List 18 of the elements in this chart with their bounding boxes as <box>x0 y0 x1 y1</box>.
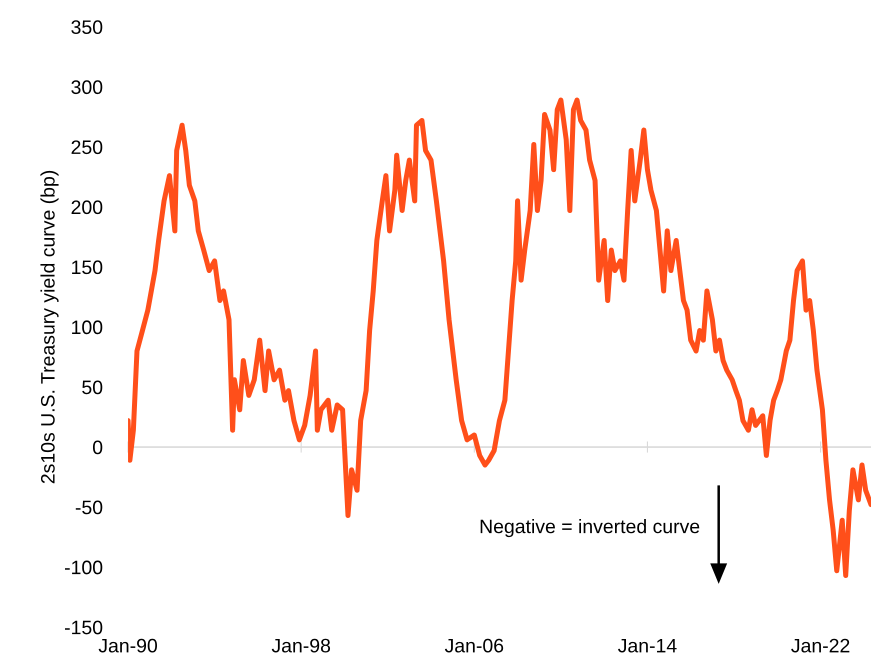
y-tick-label: 100 <box>72 320 102 334</box>
y-tick-label: -150 <box>64 620 102 634</box>
x-tick-label: Jan-22 <box>791 638 850 653</box>
y-tick-label: -100 <box>64 560 102 574</box>
x-tick-label: Jan-90 <box>98 638 158 653</box>
y-tick-label: 150 <box>72 260 102 274</box>
y-axis-title: 2s10s U.S. Treasury yield curve (bp) <box>40 170 59 484</box>
y-tick-label: 50 <box>82 380 102 394</box>
x-tick-label: Jan-98 <box>272 638 330 653</box>
x-tick-label: Jan-06 <box>444 638 504 653</box>
annotation: Negative = inverted curve <box>480 519 700 538</box>
y-tick-label: 200 <box>72 200 102 214</box>
y-tick-label: -50 <box>76 500 102 514</box>
y-tick-label: 0 <box>92 440 102 454</box>
y-tick-label: 350 <box>71 20 102 34</box>
y-tick-label: 250 <box>72 140 102 154</box>
y-tick-label: 300 <box>71 80 102 94</box>
x-tick-label: Jan-14 <box>618 638 677 653</box>
